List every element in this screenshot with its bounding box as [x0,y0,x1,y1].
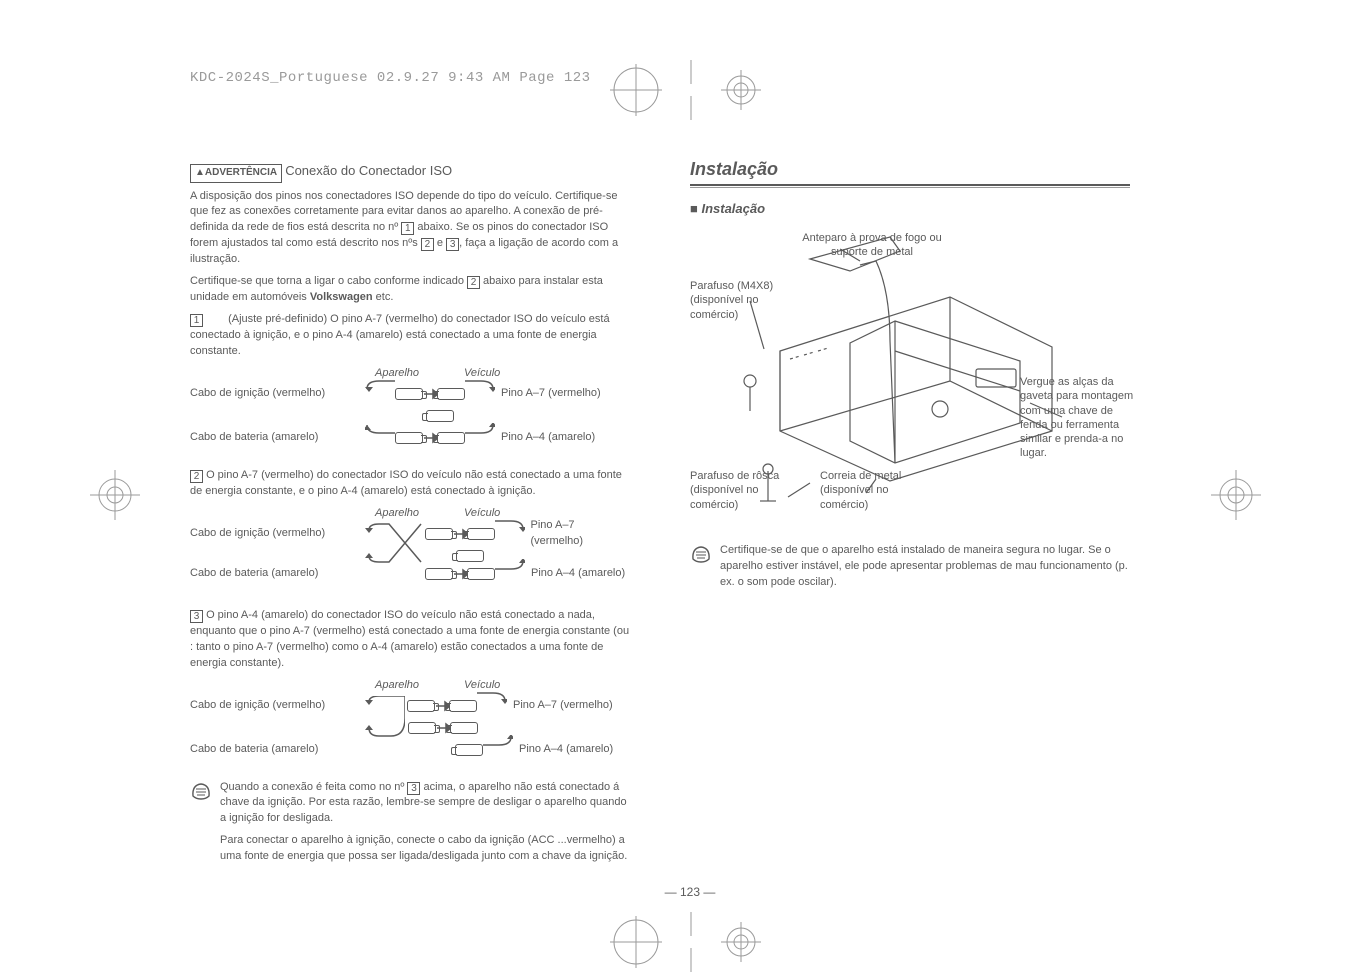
install-note-row: Certifique-se de que o aparelho está ins… [690,543,1130,591]
connector-icon [407,700,435,712]
ref-1-icon: 1 [401,222,414,235]
connector-icon [395,432,423,444]
subintro-3: etc. [373,291,394,303]
connector-icon [395,388,423,400]
caution-icon [690,544,712,570]
item-2: 2 O pino A-7 (vermelho) do conectador IS… [190,468,630,500]
subintro-1: Certifique-se que torna a ligar o cabo c… [190,275,467,287]
bat-yel-label: Cabo de bateria (amarelo) [190,742,365,758]
page-number: — 123 — [190,885,1190,899]
install-note-text: Certifique-se de que o aparelho está ins… [720,543,1130,591]
item-1-number-icon: 1 [190,314,203,327]
intro-paragraph: A disposição dos pinos nos conectadores … [190,189,630,269]
manual-page: KDC-2024S_Portuguese 02.9.27 9:43 AM Pag… [190,70,1190,865]
item-3-number-icon: 3 [190,610,203,623]
ref-3b-icon: 3 [407,782,420,795]
connector-dangling-icon [426,410,454,422]
connector-icon [425,568,453,580]
ign-red-label: Cabo de ignição (vermelho) [190,526,365,542]
item-3-text: O pino A-4 (amarelo) do conectador ISO d… [190,609,629,669]
item-2-text: O pino A-7 (vermelho) do conectador ISO … [190,469,622,497]
curve-icon [477,691,507,721]
connector-icon [437,388,465,400]
wiring-diagram-3: Aparelho Veículo Cabo de ignição (vermel… [190,678,630,770]
ref-2-icon: 2 [421,238,434,251]
pin-a4-label: Pino A–4 (amarelo) [531,566,625,582]
bat-yel-label: Cabo de bateria (amarelo) [190,430,365,446]
item-2-number-icon: 2 [190,470,203,483]
installation-figure: Anteparo à prova de fogo ou suporte de m… [690,231,1130,531]
screw-thread-label: Parafuso de rôsca (disponível no comérci… [690,469,790,512]
note-block: Quando a conexão é feita como no nº 3 ac… [190,780,630,866]
item-3: 3 O pino A-4 (amarelo) do conectador ISO… [190,608,630,672]
firewall-label: Anteparo à prova de fogo ou suporte de m… [792,231,952,260]
crop-mark-bottom [591,912,761,977]
connector-icon [449,700,477,712]
registration-left-icon [90,470,140,525]
pin-a4-label: Pino A–4 (amarelo) [501,430,595,446]
connector-icon [437,432,465,444]
connector-dangling-icon [455,744,483,756]
note3c: Para conectar o aparelho à ignição, cone… [220,834,627,862]
note3a: Quando a conexão é feita como no nº [220,781,407,793]
curve-icon [495,559,525,589]
curve-icon [465,379,495,409]
advertencia-badge: ▲ADVERTÊNCIA [190,164,282,183]
connector-icon [467,568,495,580]
curve-icon [465,423,495,453]
wiring-diagram-2: Aparelho Veículo Cabo de ignição (vermel… [190,506,630,598]
aparelho-label: Aparelho [375,506,419,522]
installation-subtitle: Instalação [690,200,1130,219]
sub-intro-paragraph: Certifique-se que torna a ligar o cabo c… [190,274,630,306]
curve-icon [495,519,525,549]
pin-a7-label: Pino A–7 (vermelho) [513,698,613,714]
pin-a7-label: Pino A–7 (vermelho) [531,518,630,550]
caution-icon [190,781,212,807]
vergue-label: Vergue as alças da gaveta para montagem … [1020,375,1135,461]
connector-dangling-icon [456,550,484,562]
connector-icon [425,528,453,540]
ref-3-icon: 3 [446,238,459,251]
connector-icon [408,722,436,734]
intro-and: e [434,237,446,249]
left-column: ▲ADVERTÊNCIA Conexão do Conectador ISO A… [190,156,630,865]
ign-red-label: Cabo de ignição (vermelho) [190,698,365,714]
ref-2b-icon: 2 [467,276,480,289]
strap-label: Correia de metal (disponível no comércio… [820,469,930,512]
connector-icon [450,722,478,734]
print-header: KDC-2024S_Portuguese 02.9.27 9:43 AM Pag… [190,70,1190,86]
installation-title: Instalação [690,156,1130,186]
ign-red-label: Cabo de ignição (vermelho) [190,386,365,402]
item-1-text: (Ajuste pré-definido) O pino A-7 (vermel… [190,313,610,357]
screw-m4x8-label: Parafuso (M4X8) (disponível no comércio) [690,279,800,322]
right-column: Instalação Instalação [690,156,1130,865]
aparelho-label: Aparelho [375,678,419,694]
wiring-diagram-1: Aparelho Veículo Cabo de ignição (vermel… [190,366,630,458]
item-1: 1 (Ajuste pré-definido) O pino A-7 (verm… [190,312,630,360]
note-text: Quando a conexão é feita como no nº 3 ac… [220,780,630,866]
curve-icon [365,423,395,453]
curve-icon [365,379,395,409]
merge-wire-icon [365,696,405,742]
connector-icon [467,528,495,540]
pin-a7-label: Pino A–7 (vermelho) [501,386,601,402]
pin-a4-label: Pino A–4 (amarelo) [519,742,613,758]
curve-icon [483,735,513,765]
bat-yel-label: Cabo de bateria (amarelo) [190,566,365,582]
registration-right-icon [1211,470,1261,525]
iso-connection-title: Conexão do Conectador ISO [285,163,452,178]
brand-name: Volkswagen [310,291,373,303]
iso-title-row: ▲ADVERTÊNCIA Conexão do Conectador ISO [190,162,630,183]
